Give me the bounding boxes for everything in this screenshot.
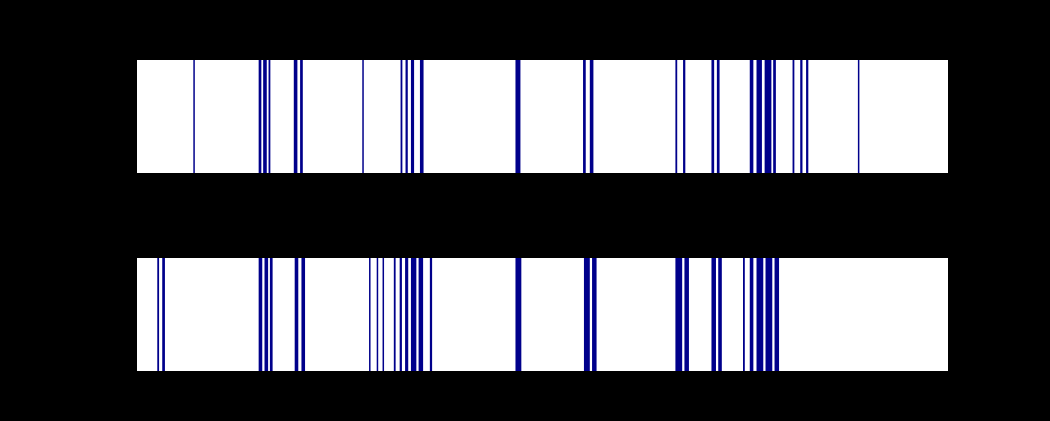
event-bar-4 [269, 258, 273, 371]
event-bar-6 [301, 258, 306, 371]
events-estimated [157, 258, 780, 371]
x-tick-label-0: 0 [132, 382, 142, 402]
event-bar-5 [300, 60, 303, 173]
x-tick-label-9: 18000 [923, 184, 973, 204]
event-bar-16 [711, 60, 715, 173]
event-bar-0 [157, 258, 160, 371]
event-bar-9 [410, 60, 415, 173]
event-bar-5 [294, 258, 299, 371]
x-tick-label-7: 14000 [743, 382, 793, 402]
event-bar-1 [258, 60, 262, 173]
x-tick-label-4: 8000 [477, 184, 517, 204]
event-bar-2 [258, 258, 263, 371]
event-bar-19 [756, 60, 762, 173]
x-tick-label-2: 4000 [297, 382, 337, 402]
panel-title-reference: Reference Events [456, 19, 631, 44]
event-bar-27 [774, 258, 780, 371]
event-bar-11 [399, 258, 402, 371]
event-bar-2 [263, 60, 267, 173]
event-bar-0 [193, 60, 195, 173]
event-bar-26 [765, 258, 773, 371]
event-bar-24 [749, 258, 754, 371]
event-bar-14 [418, 258, 424, 371]
event-bar-8 [376, 258, 379, 371]
x-tick-label-2: 4000 [297, 184, 337, 204]
x-tick-label-7: 14000 [743, 184, 793, 204]
panel-title-estimated: Estimated Events [457, 215, 628, 240]
x-tick-label-3: 6000 [387, 382, 427, 402]
event-bar-18 [592, 258, 597, 371]
x-tick-label-1: 2000 [207, 382, 247, 402]
event-bar-20 [684, 258, 689, 371]
event-bar-13 [589, 60, 594, 173]
event-bar-12 [405, 258, 409, 371]
event-bar-20 [764, 60, 772, 173]
event-bar-22 [718, 258, 722, 371]
event-bar-18 [749, 60, 754, 173]
events-reference [193, 60, 860, 173]
event-bar-12 [583, 60, 586, 173]
x-tick-label-8: 16000 [833, 382, 883, 402]
x-tick-label-4: 8000 [477, 382, 517, 402]
event-bar-9 [382, 258, 385, 371]
event-bar-3 [268, 60, 271, 173]
x-tick-label-6: 12000 [653, 382, 703, 402]
y-tick-ap-estimated: AP [107, 250, 131, 270]
event-bar-21 [711, 258, 716, 371]
event-bar-15 [429, 258, 433, 371]
x-tick-label-9: 18000 [923, 382, 973, 402]
x-ticks-estimated: 0 2000 4000 6000 8000 10000 12000 14000 16000 180… [132, 382, 973, 402]
event-bar-7 [369, 258, 371, 371]
x-tick-label-8: 16000 [833, 184, 883, 204]
event-bar-19 [675, 258, 683, 371]
event-bar-3 [264, 258, 269, 371]
event-bar-17 [583, 258, 590, 371]
event-bar-4 [293, 60, 298, 173]
event-bar-1 [162, 258, 165, 371]
event-bar-10 [419, 60, 424, 173]
event-bar-23 [743, 258, 745, 371]
event-bar-23 [800, 60, 803, 173]
event-bar-16 [515, 258, 522, 371]
event-bar-7 [400, 60, 403, 173]
x-tick-label-1: 2000 [207, 184, 247, 204]
event-bar-11 [515, 60, 521, 173]
event-bar-14 [675, 60, 678, 173]
y-tick-ap-reference: AP [107, 52, 131, 72]
event-bar-10 [393, 258, 396, 371]
event-bar-24 [806, 60, 809, 173]
event-bar-8 [405, 60, 408, 173]
y-tick-f-estimated: F [120, 362, 131, 382]
x-tick-label-5: 10000 [563, 382, 613, 402]
event-bar-17 [716, 60, 720, 173]
x-tick-label-0: 0 [132, 184, 142, 204]
axes-reference [137, 60, 948, 173]
event-bar-25 [857, 60, 860, 173]
event-bar-13 [410, 258, 417, 371]
y-tick-f-reference: F [120, 164, 131, 184]
x-tick-label-3: 6000 [387, 184, 427, 204]
event-bar-6 [362, 60, 364, 173]
event-bar-21 [773, 60, 776, 173]
x-ticks-reference: 0 2000 4000 6000 8000 10000 12000 14000 16000 180… [132, 184, 973, 204]
event-bar-22 [792, 60, 795, 173]
x-tick-label-6: 12000 [653, 184, 703, 204]
x-tick-label-5: 10000 [563, 184, 613, 204]
event-bar-15 [683, 60, 686, 173]
event-bar-25 [756, 258, 764, 371]
